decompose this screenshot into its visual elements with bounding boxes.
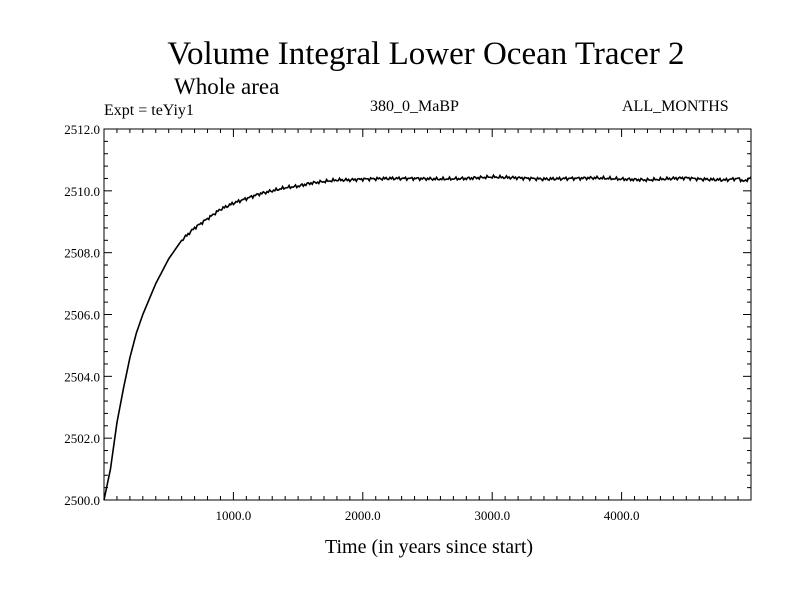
season-label: ALL_MONTHS (622, 98, 729, 115)
y-tick-label: 2506.0 (64, 308, 100, 323)
y-tick-label: 2504.0 (64, 369, 100, 384)
experiment-label: Expt = teYiy1 (104, 102, 194, 119)
chart-subtitle: Whole area (174, 74, 280, 99)
x-tick-label: 1000.0 (216, 508, 252, 523)
plot-frame (103, 128, 752, 501)
y-tick-label: 2500.0 (64, 493, 100, 508)
y-tick-label: 2508.0 (64, 246, 100, 261)
y-tick-label: 2510.0 (64, 184, 100, 199)
y-tick-label: 2502.0 (64, 431, 100, 446)
x-tick-label: 2000.0 (345, 508, 381, 523)
series-line (103, 173, 752, 501)
period-label: 380_0_MaBP (370, 98, 459, 115)
y-tick-label: 2512.0 (64, 122, 100, 137)
tick-group (104, 129, 751, 500)
tick-label-group: 1000.0 2000.0 3000.0 4000.0 2500.0 2502.0 2504… (64, 122, 639, 523)
chart-title: Volume Integral Lower Ocean Tracer 2 (167, 36, 685, 72)
x-tick-label: 4000.0 (604, 508, 640, 523)
x-tick-label: 3000.0 (474, 508, 510, 523)
x-axis-label: Time (in years since start) (324, 536, 534, 558)
